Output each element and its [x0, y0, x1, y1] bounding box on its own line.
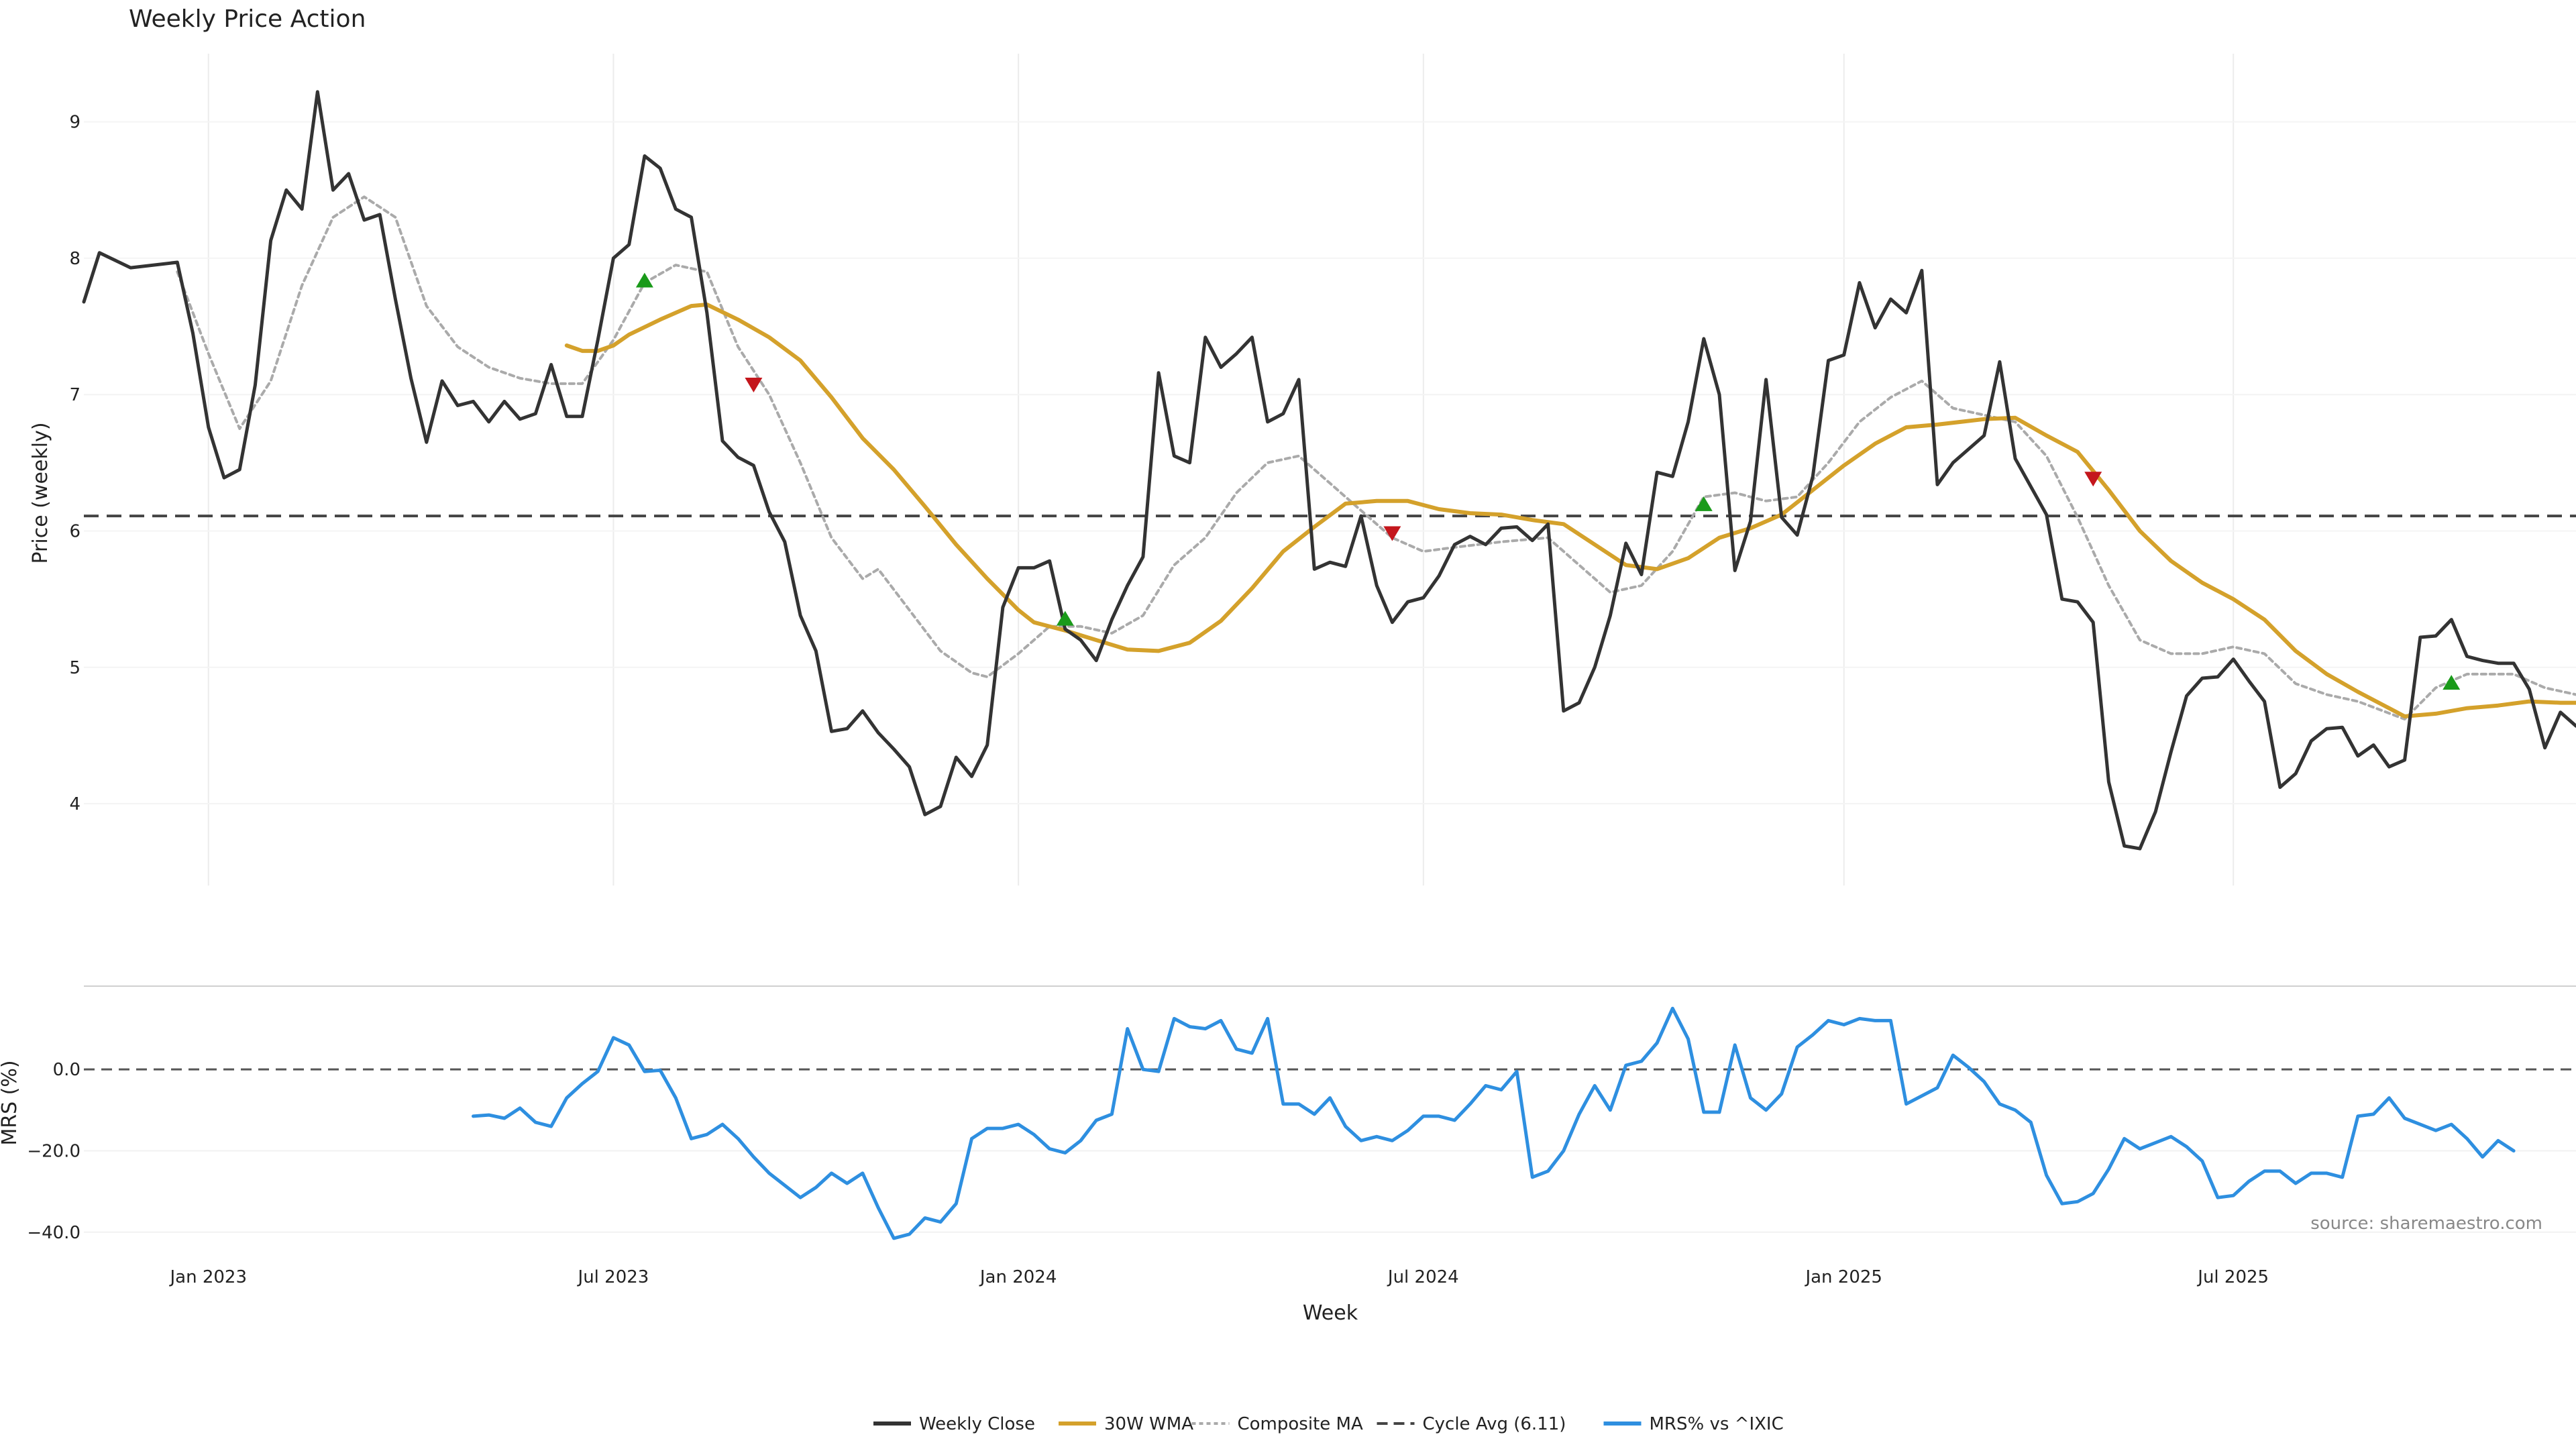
- x-tick-label: Jul 2025: [2196, 1267, 2269, 1287]
- mrs-panel: MRS (%) 0.0 −20.0 −40.0 source: sharemaest…: [0, 985, 2576, 1243]
- sell-signal-marker: [2084, 472, 2102, 487]
- mrs-y-axis-label: MRS (%): [0, 1060, 21, 1145]
- chart-title: Weekly Price Action: [129, 5, 366, 33]
- signal-markers: [635, 272, 2461, 690]
- x-tick-label: Jan 2024: [979, 1267, 1057, 1287]
- price-y-tick-label: 6: [69, 521, 80, 541]
- sell-signal-marker: [1383, 526, 1401, 541]
- mrs-series-lines: [84, 1006, 2576, 1240]
- sell-signal-marker: [745, 377, 763, 392]
- legend-item: Cycle Avg (6.11): [1377, 1414, 1566, 1434]
- buy-signal-marker: [2443, 675, 2461, 690]
- x-tick-label: Jan 2023: [168, 1267, 247, 1287]
- grid-lines: [207, 54, 2235, 885]
- price-y-tick-label: 9: [69, 113, 80, 133]
- legend-item: Weekly Close: [873, 1414, 1035, 1434]
- legend-label: MRS% vs ^IXIC: [1650, 1414, 1784, 1434]
- series-line-mrs: [472, 1006, 2516, 1240]
- x-axis-label: Week: [1303, 1301, 1358, 1325]
- price-series-lines: [82, 90, 2576, 851]
- mrs-y-tick-label: 0.0: [53, 1060, 80, 1080]
- price-y-tick-label: 4: [69, 794, 80, 814]
- legend-label: Composite MA: [1238, 1414, 1363, 1434]
- x-tick-label: Jul 2024: [1387, 1267, 1459, 1287]
- mrs-y-tick-label: −20.0: [27, 1141, 80, 1161]
- buy-signal-marker: [635, 272, 653, 288]
- legend-label: 30W WMA: [1104, 1414, 1193, 1434]
- price-y-ticks: 4 5 6 7 8 9: [69, 113, 2576, 814]
- legend: Weekly Close 30W WMA Composite MA Cycle Avg…: [873, 1414, 1784, 1434]
- series-line-weekly-close: [82, 90, 2576, 851]
- source-credit: source: sharemaestro.com: [2310, 1214, 2542, 1234]
- buy-signal-marker: [1695, 496, 1713, 511]
- legend-label: Weekly Close: [919, 1414, 1035, 1434]
- x-tick-label: Jul 2023: [577, 1267, 649, 1287]
- price-y-tick-label: 7: [69, 385, 80, 405]
- buy-signal-marker: [1056, 610, 1074, 626]
- legend-item: Composite MA: [1191, 1414, 1363, 1434]
- x-tick-label: Jan 2025: [1804, 1267, 1882, 1287]
- price-y-tick-label: 8: [69, 249, 80, 269]
- price-y-tick-label: 5: [69, 658, 80, 678]
- legend-item: 30W WMA: [1059, 1414, 1193, 1434]
- mrs-y-tick-label: −40.0: [27, 1223, 80, 1243]
- legend-item: MRS% vs ^IXIC: [1603, 1414, 1784, 1434]
- series-line-30w-wma: [564, 303, 2576, 718]
- price-panel: Price (weekly) 4 5 6 7 8 9: [29, 90, 2576, 851]
- series-line-composite-ma: [176, 195, 2576, 720]
- x-ticks: Jan 2023 Jul 2023 Jan 2024 Jul 2024 Jan 2025…: [168, 1267, 2269, 1287]
- legend-label: Cycle Avg (6.11): [1423, 1414, 1566, 1434]
- price-y-axis-label: Price (weekly): [29, 422, 52, 564]
- mrs-y-ticks: 0.0 −20.0 −40.0: [27, 1060, 2576, 1243]
